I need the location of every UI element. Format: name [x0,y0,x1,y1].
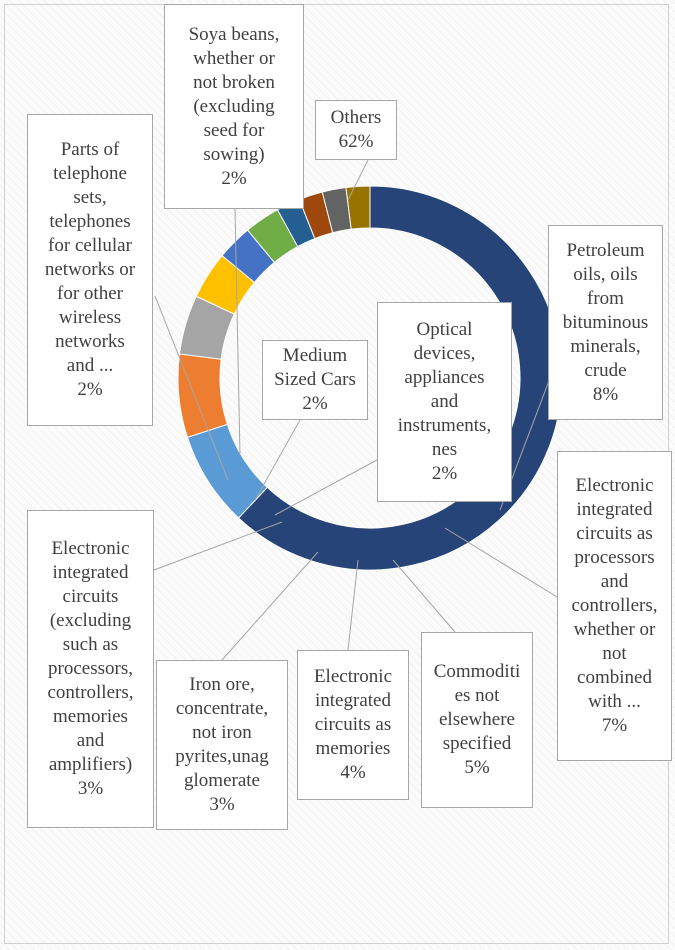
callout-medium-sized-cars: Medium Sized Cars 2% [262,340,368,420]
callout-iron-ore: Iron ore, concentrate, not iron pyrites,… [156,660,288,830]
leader-line-2 [347,159,369,201]
callout-percent: 3% [209,794,235,815]
callout-label: Electronic integrated circuits (excludin… [47,538,134,775]
callout-label: Soya beans, whether or not broken (exclu… [188,23,280,165]
callout-percent: 2% [77,379,103,400]
callout-processors-controllers: Electronic integrated circuits as proces… [557,451,672,761]
callout-label: Optical devices, appliances and instrume… [397,319,492,460]
callout-label: Parts of telephone sets, telephones for … [44,139,136,376]
callout-percent: 2% [431,463,458,484]
leader-line-0 [234,208,241,456]
callout-optical-devices: Optical devices, appliances and instrume… [377,302,512,502]
callout-integrated-circuits-other: Electronic integrated circuits (excludin… [27,510,154,828]
callout-label: Electronic integrated circuits as memori… [313,666,393,759]
leader-line-5 [274,459,378,516]
leader-line-4 [254,419,301,501]
callout-label: Commoditi es not elsewhere specified [433,661,521,754]
callout-label: Petroleum oils, oils from bituminous min… [562,239,649,381]
leader-line-8 [221,551,319,661]
callout-memories: Electronic integrated circuits as memori… [297,650,409,800]
callout-label: Others [330,107,382,128]
callout-label: Medium Sized Cars [274,345,356,390]
callout-commodities-nes: Commoditi es not elsewhere specified 5% [421,632,533,808]
callout-label: Electronic integrated circuits as proces… [571,475,658,712]
callout-soya-beans: Soya beans, whether or not broken (exclu… [164,4,304,209]
callout-telephone-parts: Parts of telephone sets, telephones for … [27,114,153,426]
leader-line-6 [444,527,563,601]
leader-line-9 [347,559,359,651]
callout-others: Others 62% [315,100,397,160]
callout-percent: 5% [464,757,490,778]
callout-percent: 7% [601,715,628,736]
callout-petroleum-oils: Petroleum oils, oils from bituminous min… [548,225,663,420]
callout-label: Iron ore, concentrate, not iron pyrites,… [175,674,269,791]
callout-percent: 3% [77,778,104,799]
callout-percent: 62% [338,131,374,152]
leader-line-10 [392,559,456,633]
leader-line-7 [153,521,283,571]
callout-percent: 8% [592,383,619,405]
leader-line-1 [154,295,229,481]
donut-slice-2 [177,353,228,438]
callout-percent: 2% [302,393,328,414]
callout-percent: 2% [221,167,247,189]
callout-percent: 4% [340,762,366,783]
donut-slice-10 [345,185,371,230]
